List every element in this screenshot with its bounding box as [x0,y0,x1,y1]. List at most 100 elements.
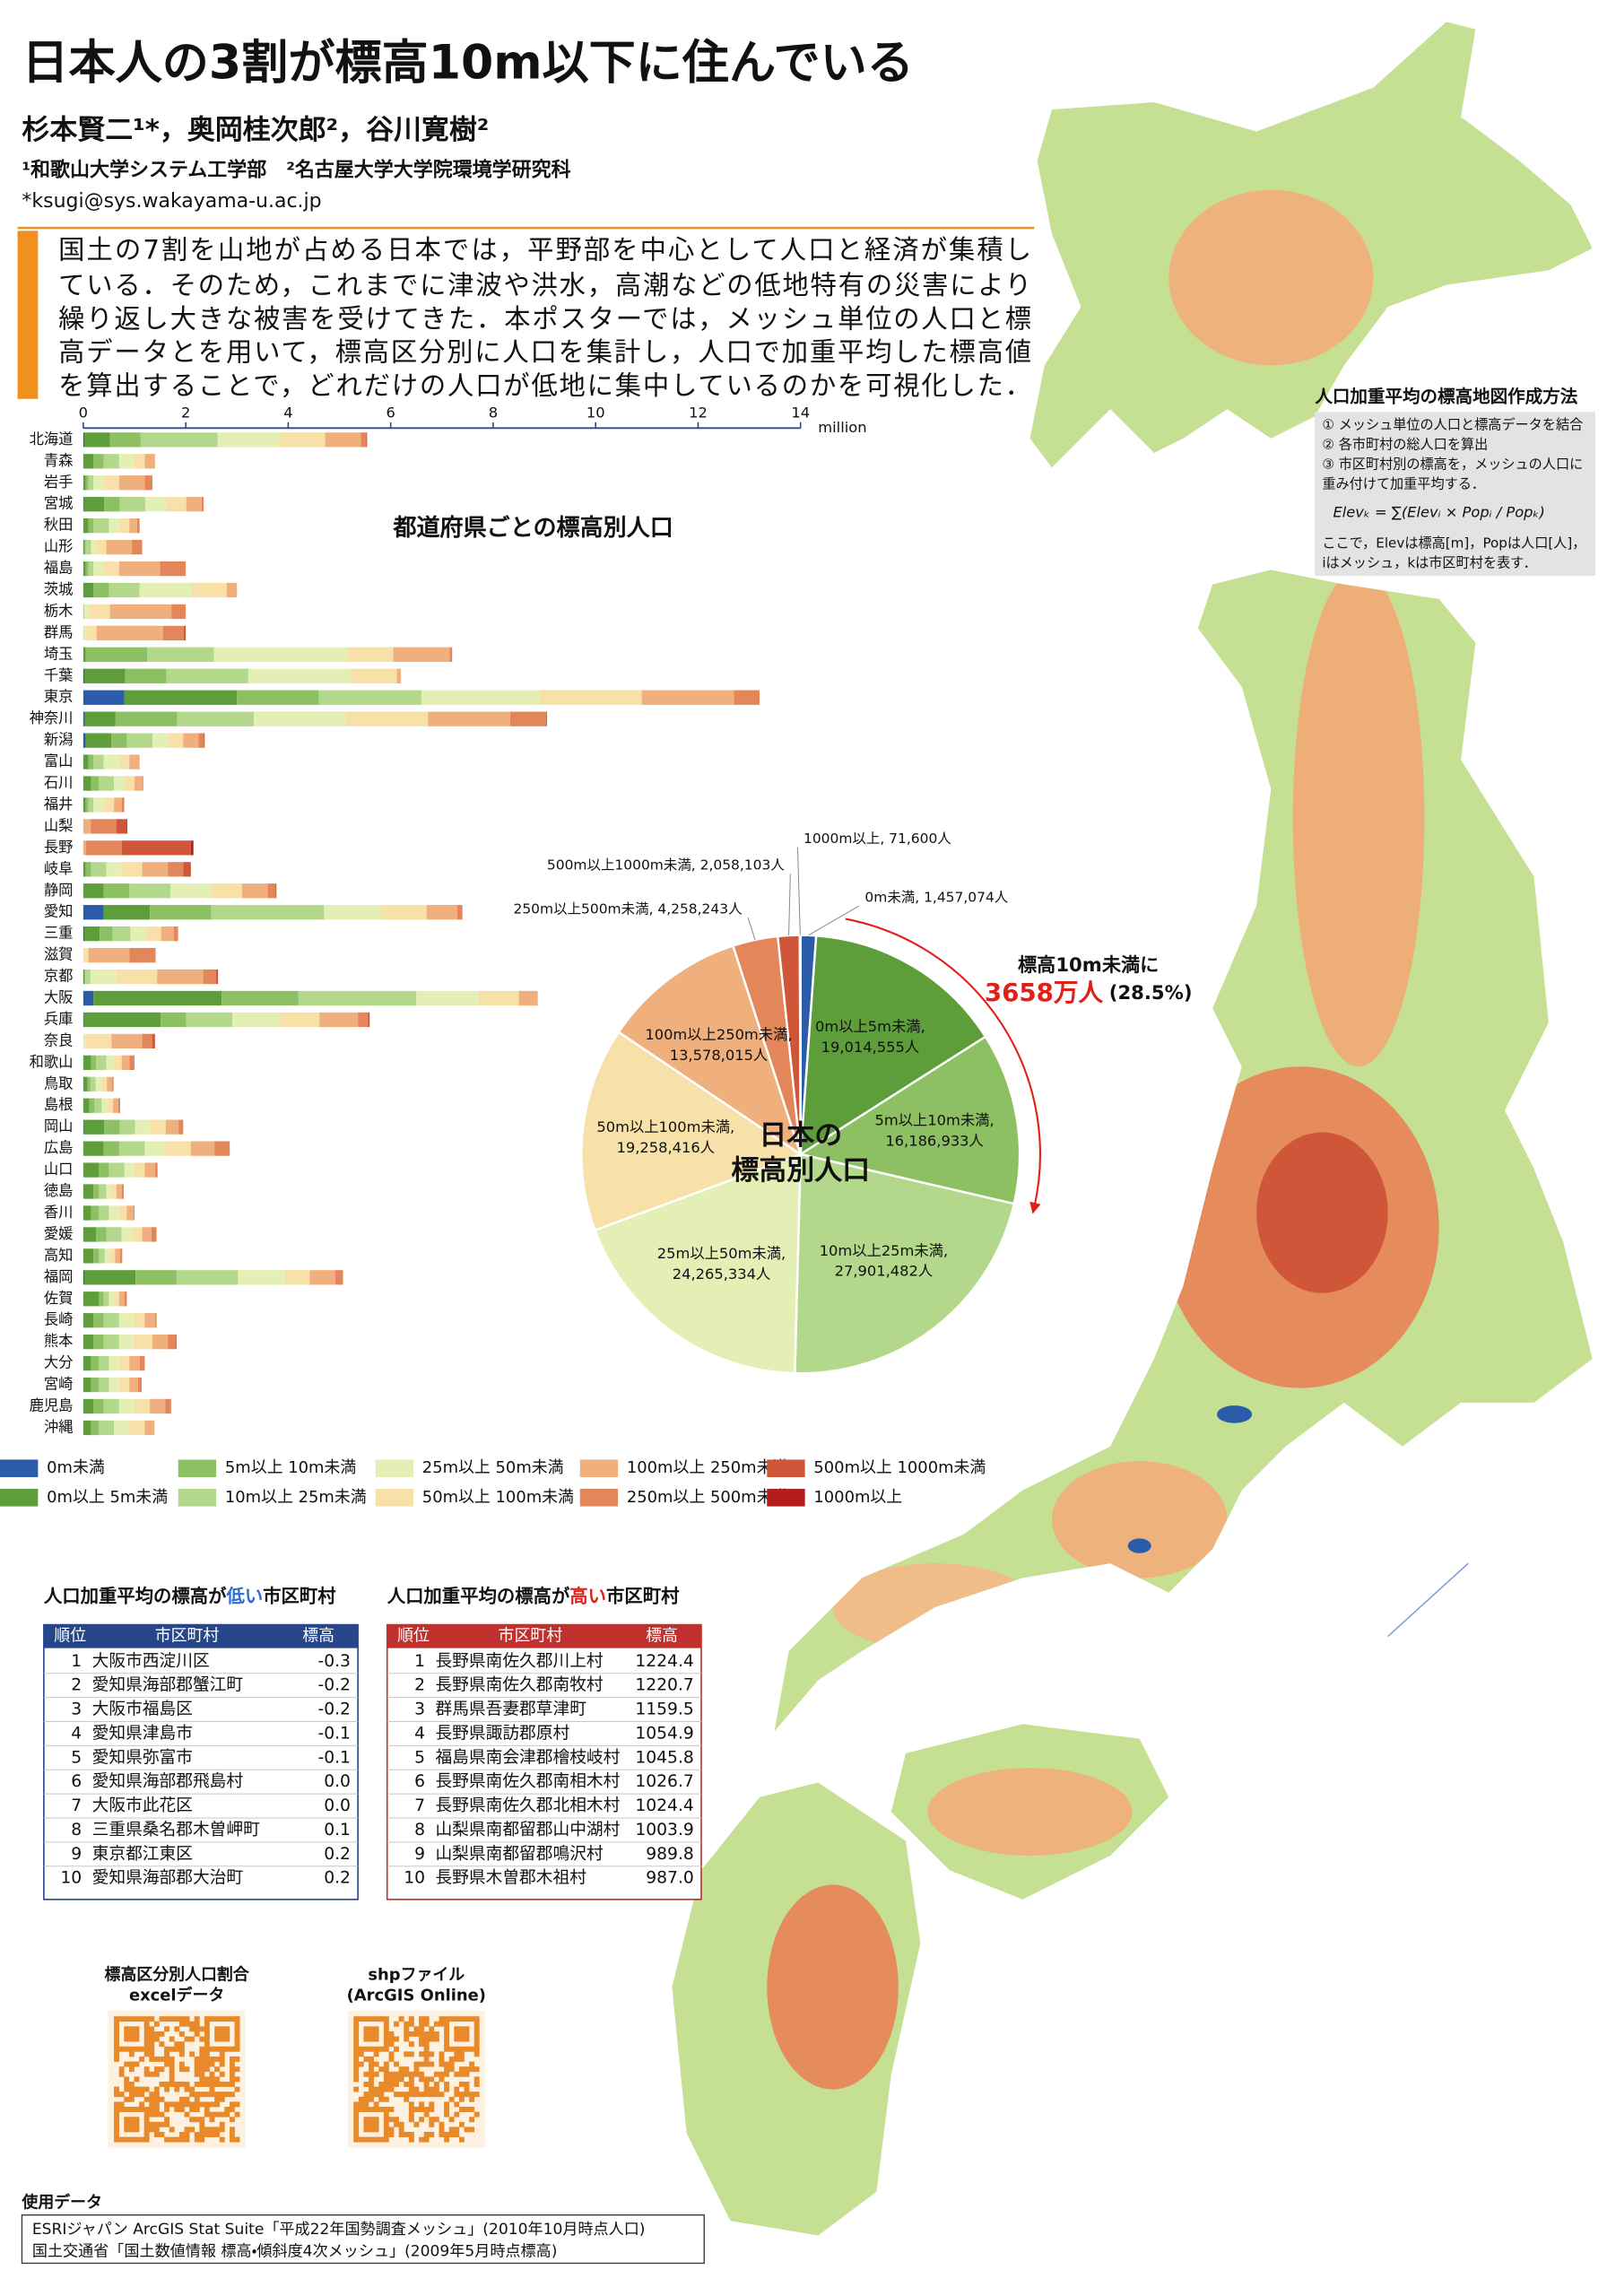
bar-segment [103,475,119,491]
table-cell: 0.0 [324,1772,351,1791]
qr-module [204,2036,210,2042]
qr-module [388,2051,395,2057]
email: *ksugi@sys.wakayama-u.ac.jp [22,190,321,213]
table-cell: 1003.9 [635,1821,694,1839]
bar-segment [116,969,158,985]
qr-module [408,2016,414,2022]
qr-module [363,2107,369,2112]
qr-module [363,2101,369,2108]
legend-label: 50m以上 100m未満 [422,1488,574,1507]
table-cell: 1 [71,1652,82,1671]
bar-segment [132,1227,143,1242]
bar-segment [358,1012,369,1028]
qr-module [174,2081,180,2087]
qr-module [439,2056,445,2062]
qr-module [139,2107,145,2112]
qr-module [229,2101,235,2108]
bar-segment [119,497,145,512]
legend-swatch [579,1489,619,1507]
bar-segment [152,733,169,748]
bar-segment [154,1162,158,1178]
qr-module [419,2061,425,2067]
qr-module [114,2046,119,2052]
qr-module [224,2031,230,2037]
qr-module [149,2016,155,2022]
qr-module [454,2132,460,2137]
qr-module [369,2096,374,2102]
bar-segment [114,797,122,813]
qr-module [118,2046,125,2052]
qr-module [378,2086,385,2092]
qr-module [219,2046,225,2052]
table-title-part: 低い [225,1586,263,1607]
qr-module [139,2046,145,2052]
qr-module [464,2071,470,2077]
bar-segment [275,883,277,899]
qr-module [149,2036,155,2042]
intro-line: 繰り返し大きな被害を受けてきた．本ポスターでは，メッシュ単位の人口と標 [58,303,1031,334]
qr-module [363,2026,369,2032]
qr-module [189,2101,195,2108]
category-label: 静岡 [44,882,74,899]
qr-module [178,2107,185,2112]
category-label: 山口 [44,1161,74,1178]
qr-module [473,2081,480,2087]
bar-segment [144,454,155,469]
bar-segment [107,1076,112,1091]
qr-module [408,2041,414,2048]
qr-module [369,2136,374,2143]
bar-segment [98,1162,109,1178]
category-label: 岩手 [44,474,74,491]
qr-module [153,2031,160,2037]
bar-segment [83,1355,91,1371]
qr-module [199,2071,205,2077]
qr-module [363,2016,369,2022]
qr-module [114,2086,119,2092]
qr-module [413,2121,420,2127]
qr-module [458,2121,465,2127]
bar-segment [215,969,219,985]
qr-module [169,2036,175,2042]
qr-module [469,2126,475,2133]
qr-module [229,2066,235,2073]
qr-module [114,2026,119,2032]
qr-module [124,2026,130,2032]
qr-module [164,2101,170,2108]
qr-module [383,2016,389,2022]
qr-module [199,2056,205,2062]
bar-segment [103,1313,119,1328]
bar-segment [83,1377,91,1393]
qr-module [128,2136,135,2143]
category-label: 長野 [44,839,74,856]
bar-segment [98,1205,109,1221]
qr-module [128,2092,135,2098]
bar-segment [93,1184,99,1199]
qr-module [204,2041,210,2048]
qr-module [423,2076,430,2083]
qr-module [149,2121,155,2127]
qr-module [388,2056,395,2062]
qr-module [149,2026,155,2032]
qr-module [439,2061,445,2067]
qr-module [413,2031,420,2037]
qr-module [143,2086,150,2092]
qr-module [388,2036,395,2042]
qr-module [134,2117,140,2123]
qr-module [454,2071,460,2077]
table-title-part: 市区町村 [263,1586,336,1607]
qr-module [124,2081,130,2087]
qr-module [423,2036,430,2042]
authors: 杉本賢二¹*，奥岡桂次郎²，谷川寛樹² [22,114,489,146]
qr-module [209,2111,215,2118]
qr-module [464,2046,470,2052]
qr-module [149,2071,155,2077]
bar-segment [114,1292,119,1307]
category-label: 香川 [44,1204,74,1221]
qr-module [143,2126,150,2133]
bar-segment [254,711,346,726]
bar-segment [175,1335,177,1350]
qr-module [159,2031,165,2037]
qr-module [114,2031,119,2037]
download-label: shpファイル [368,1966,465,1985]
qr-module [458,2016,465,2022]
